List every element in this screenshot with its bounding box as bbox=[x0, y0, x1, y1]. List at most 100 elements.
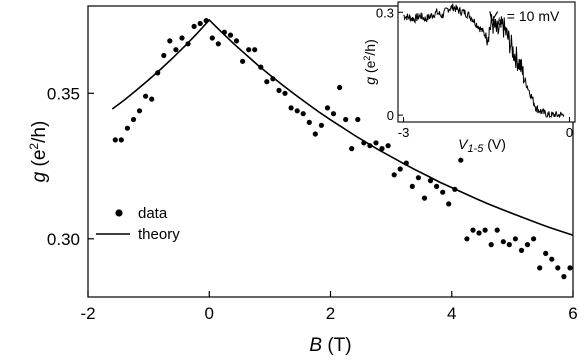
data-point bbox=[240, 58, 246, 64]
inset-y-tick-label: 0.3 bbox=[376, 5, 394, 20]
data-point bbox=[427, 178, 434, 184]
x-tick-label: 6 bbox=[568, 304, 577, 323]
inset-frame bbox=[397, 1, 576, 123]
data-point bbox=[300, 111, 306, 117]
data-point bbox=[464, 236, 470, 242]
data-point bbox=[476, 230, 482, 236]
legend-marker-data bbox=[115, 209, 123, 217]
data-point bbox=[179, 35, 185, 41]
inset-y-axis-title: g (e2/h) bbox=[362, 39, 378, 85]
inset-x-axis-title: V1-5 (V) bbox=[458, 136, 506, 155]
data-point bbox=[149, 96, 155, 102]
data-point bbox=[355, 116, 361, 123]
data-point bbox=[391, 172, 397, 178]
data-point bbox=[337, 84, 343, 91]
data-point bbox=[470, 227, 476, 233]
data-point bbox=[415, 175, 421, 181]
data-point bbox=[567, 265, 573, 271]
data-point bbox=[385, 143, 391, 149]
data-point bbox=[349, 146, 355, 152]
data-point bbox=[440, 189, 446, 195]
data-point bbox=[531, 236, 537, 242]
data-point bbox=[209, 35, 215, 41]
data-point bbox=[215, 41, 221, 47]
data-point bbox=[167, 38, 173, 44]
inset-x-tick-label: -3 bbox=[398, 125, 410, 140]
y-tick-label: 0.30 bbox=[47, 230, 80, 249]
y-tick-label: 0.35 bbox=[47, 84, 80, 103]
data-point bbox=[306, 119, 312, 125]
x-axis-title: B (T) bbox=[309, 335, 351, 356]
data-point bbox=[561, 274, 567, 280]
data-point bbox=[324, 105, 331, 111]
data-point bbox=[288, 105, 294, 111]
data-point bbox=[506, 242, 512, 248]
inset-y-tick-label: 0 bbox=[387, 108, 394, 123]
data-point bbox=[185, 41, 191, 47]
data-point bbox=[549, 256, 555, 262]
data-point bbox=[409, 183, 415, 189]
data-point bbox=[512, 236, 519, 242]
data-point bbox=[191, 23, 197, 29]
data-point bbox=[294, 108, 300, 114]
inset-x-tick-label: 0 bbox=[566, 125, 573, 140]
data-point bbox=[543, 250, 549, 256]
data-point bbox=[276, 87, 282, 93]
data-point bbox=[203, 18, 209, 24]
data-point bbox=[434, 183, 440, 189]
y-axis-title: g (e2/h) bbox=[27, 121, 50, 183]
inset-chart: -3 0 0 0.3 Vb = 10 mV V1-5 (V) g (e2/h) bbox=[362, 1, 576, 155]
data-point bbox=[482, 227, 488, 233]
data-point bbox=[221, 29, 227, 35]
data-point bbox=[330, 111, 337, 117]
data-point bbox=[488, 242, 494, 248]
data-point bbox=[161, 52, 167, 59]
legend: data theory bbox=[96, 205, 180, 243]
legend-label-theory: theory bbox=[138, 226, 180, 243]
data-point bbox=[282, 90, 288, 96]
data-point bbox=[524, 242, 531, 248]
data-point bbox=[143, 93, 149, 99]
data-point bbox=[397, 166, 403, 172]
data-point bbox=[518, 247, 525, 253]
data-point bbox=[379, 146, 385, 152]
data-point bbox=[124, 125, 130, 131]
data-point bbox=[312, 131, 318, 137]
data-point bbox=[421, 195, 428, 201]
data-point bbox=[233, 38, 240, 44]
data-point bbox=[258, 64, 264, 70]
data-point bbox=[252, 47, 258, 53]
data-point bbox=[155, 70, 161, 76]
data-point bbox=[537, 265, 543, 271]
data-point bbox=[112, 137, 118, 143]
data-point bbox=[555, 265, 561, 271]
x-tick-label: 4 bbox=[447, 304, 456, 323]
data-point bbox=[246, 47, 252, 53]
data-point bbox=[130, 116, 137, 123]
data-point bbox=[173, 47, 179, 53]
data-point bbox=[136, 108, 143, 114]
data-point bbox=[403, 160, 409, 166]
data-point bbox=[197, 20, 203, 27]
data-point bbox=[500, 239, 506, 245]
data-point bbox=[118, 137, 124, 143]
data-point bbox=[264, 79, 270, 85]
data-point bbox=[373, 140, 379, 146]
data-point bbox=[343, 116, 349, 123]
x-tick-label: 0 bbox=[205, 304, 214, 323]
data-point bbox=[452, 186, 458, 192]
x-tick-label: -2 bbox=[80, 304, 95, 323]
data-point bbox=[458, 157, 464, 163]
inset-annotation: Vb = 10 mV bbox=[488, 8, 560, 28]
data-point bbox=[361, 140, 367, 146]
legend-label-data: data bbox=[138, 205, 168, 222]
data-point bbox=[494, 227, 500, 233]
data-point bbox=[446, 201, 452, 207]
x-tick-label: 2 bbox=[326, 304, 335, 323]
inset-trace bbox=[403, 3, 565, 119]
data-point bbox=[227, 32, 234, 38]
data-point bbox=[318, 122, 324, 128]
data-point bbox=[270, 76, 276, 82]
